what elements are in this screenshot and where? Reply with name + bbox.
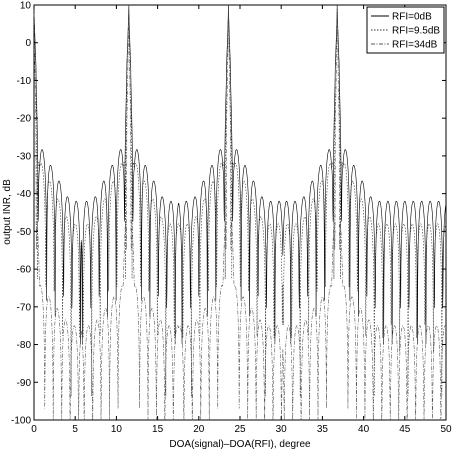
x-tick-label: 15 (152, 424, 164, 435)
x-tick-label: 50 (440, 424, 452, 435)
y-tick-label: -30 (17, 151, 32, 162)
y-tick-label: 10 (20, 1, 32, 12)
y-tick-label: -20 (17, 114, 32, 125)
y-tick-label: -60 (17, 265, 32, 276)
tick-layer: 0 5 10 15 20 25 30 35 40 45 50 10 0 -10 -20 -30 -40 -50 -6… (11, 1, 452, 436)
x-tick-label: 20 (193, 424, 205, 435)
x-tick-label: 30 (276, 424, 288, 435)
legend-label-2: RFI=9.5dB (392, 26, 440, 37)
y-tick-label: -40 (17, 189, 32, 200)
x-tick-label: 40 (358, 424, 370, 435)
series-line-1 (33, 4, 447, 345)
x-axis-label: DOA(signal)–DOA(RFI), degree (169, 439, 311, 450)
y-axis-label: output INR, dB (2, 179, 13, 245)
series-line-2 (33, 4, 447, 397)
x-tick-label: 35 (317, 424, 329, 435)
series-layer (33, 4, 447, 421)
x-tick-label: 10 (111, 424, 123, 435)
x-tick-label: 5 (72, 424, 78, 435)
x-tick-label: 0 (31, 424, 37, 435)
y-tick-label: -90 (17, 378, 32, 389)
y-tick-label: -50 (17, 227, 32, 238)
series-line-3 (33, 4, 447, 421)
legend-label-1: RFI=0dB (392, 12, 432, 23)
legend-box (366, 6, 445, 54)
y-tick-label: -10 (17, 76, 32, 87)
y-tick-label: 0 (25, 38, 31, 49)
plot-frame (33, 4, 447, 421)
y-tick-label: -70 (17, 302, 32, 313)
y-tick-label: -80 (17, 340, 32, 351)
x-tick-label: 25 (234, 424, 246, 435)
y-tick-label: -100 (11, 416, 31, 427)
legend-label-3: RFI=34dB (392, 40, 438, 51)
x-tick-label: 45 (399, 424, 411, 435)
legend: RFI=0dB RFI=9.5dB RFI=34dB (366, 6, 445, 54)
